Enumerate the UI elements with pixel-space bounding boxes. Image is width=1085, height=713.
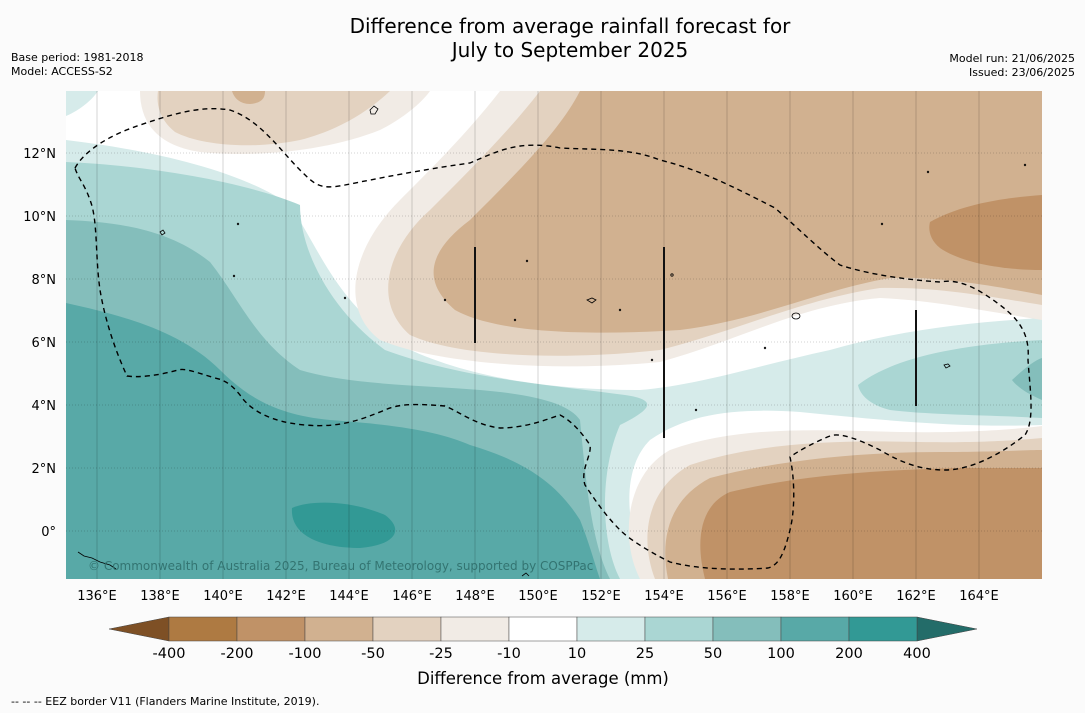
eez-source-note: -- -- -- EEZ border V11 (Flanders Marine… [11, 695, 320, 708]
lon-tick-label: 144°E [329, 589, 369, 604]
lon-tick-label: 154°E [644, 589, 684, 604]
colorbar-cell [644, 616, 714, 642]
lat-tick-label: 10°N [23, 210, 56, 225]
eez-border [74, 107, 1032, 570]
base-period-label: Base period: 1981-2018 [11, 51, 144, 64]
colorbar: -400 -200 -100 -50 -25 -10 10 25 50 100 … [108, 616, 978, 688]
lat-tick-label: 8°N [32, 273, 57, 288]
lat-tick-label: 0° [41, 525, 56, 540]
lon-tick-label: 148°E [455, 589, 495, 604]
colorbar-tick-label: 100 [767, 646, 795, 662]
latitude-axis-labels: 12°N 10°N 8°N 6°N 4°N 2°N 0° [23, 147, 56, 540]
lon-tick-label: 162°E [896, 589, 936, 604]
title-line-1: Difference from average rainfall forecas… [349, 14, 791, 38]
title-line-2: July to September 2025 [451, 38, 689, 62]
wet-zone-200-400 [291, 502, 396, 548]
colorbar-tick-label: -10 [497, 646, 521, 662]
dry-south-100-200 [700, 468, 1042, 579]
dry-zone-50-100-north [232, 91, 265, 104]
colorbar-tick-label: -50 [361, 646, 385, 662]
colorbar-cell [304, 616, 374, 642]
colorbar-cell [508, 616, 578, 642]
wet-zone-east-50-100 [1012, 358, 1042, 400]
lat-tick-label: 6°N [32, 336, 57, 351]
lon-tick-label: 158°E [770, 589, 810, 604]
colorbar-cell [236, 616, 306, 642]
colorbar-max-arrow [916, 616, 978, 642]
lon-tick-label: 138°E [140, 589, 180, 604]
lon-tick-label: 164°E [959, 589, 999, 604]
lon-tick-label: 160°E [833, 589, 873, 604]
colorbar-cell [576, 616, 646, 642]
lat-tick-label: 4°N [32, 399, 57, 414]
run-info: Model run: 21/06/2025 Issued: 23/06/2025 [949, 52, 1075, 80]
wet-zone-nw-corner [66, 91, 98, 116]
colorbar-tick-label: 200 [835, 646, 863, 662]
colorbar-tick-label: 400 [903, 646, 931, 662]
colorbar-cell [440, 616, 510, 642]
dry-zone-50-100 [433, 91, 1042, 333]
colorbar-cell [168, 616, 238, 642]
copyright-notice: © Commonwealth of Australia 2025, Bureau… [88, 559, 593, 573]
model-label: Model: ACCESS-S2 [11, 65, 113, 78]
colorbar-cell [372, 616, 442, 642]
colorbar-tick-label: -100 [289, 646, 322, 662]
model-info: Base period: 1981-2018 Model: ACCESS-S2 [11, 51, 143, 79]
lon-tick-label: 150°E [518, 589, 558, 604]
colorbar-min-arrow [108, 616, 170, 642]
lon-tick-label: 136°E [77, 589, 117, 604]
colorbar-tick-label: -200 [221, 646, 254, 662]
latitude-gridlines [66, 152, 1042, 532]
colorbar-tick-label: -400 [153, 646, 186, 662]
wet-zone-east-25-50 [858, 340, 1042, 418]
model-run-label: Model run: 21/06/2025 [949, 52, 1075, 65]
colorbar-cells [168, 616, 918, 642]
colorbar-cell [780, 616, 850, 642]
lon-tick-label: 142°E [266, 589, 306, 604]
colorbar-tick-label: 10 [568, 646, 586, 662]
colorbar-tick-label: 50 [704, 646, 722, 662]
lat-tick-label: 2°N [32, 462, 57, 477]
map-title: Difference from average rainfall forecas… [0, 14, 1085, 62]
lon-tick-label: 152°E [581, 589, 621, 604]
longitude-axis-labels: 136°E 138°E 140°E 142°E 144°E 146°E 148°… [77, 589, 999, 604]
dry-zone-100-200 [929, 195, 1042, 270]
colorbar-title: Difference from average (mm) [417, 669, 669, 688]
issued-label: Issued: 23/06/2025 [968, 66, 1075, 79]
wet-zone-100-200 [66, 303, 600, 579]
lon-tick-label: 140°E [203, 589, 243, 604]
lon-tick-label: 156°E [707, 589, 747, 604]
colorbar-cell [712, 616, 782, 642]
colorbar-labels: -400 -200 -100 -50 -25 -10 10 25 50 100 … [153, 646, 931, 662]
rainfall-anomaly-field: © Commonwealth of Australia 2025, Bureau… [66, 91, 1042, 579]
boundary-markers [474, 247, 917, 438]
colorbar-cell [848, 616, 918, 642]
lat-tick-label: 12°N [23, 147, 56, 162]
colorbar-tick-label: -25 [429, 646, 453, 662]
lon-tick-label: 146°E [392, 589, 432, 604]
dry-zone-25-50-north [157, 91, 390, 146]
islands [77, 105, 1027, 577]
colorbar-tick-label: 25 [636, 646, 654, 662]
